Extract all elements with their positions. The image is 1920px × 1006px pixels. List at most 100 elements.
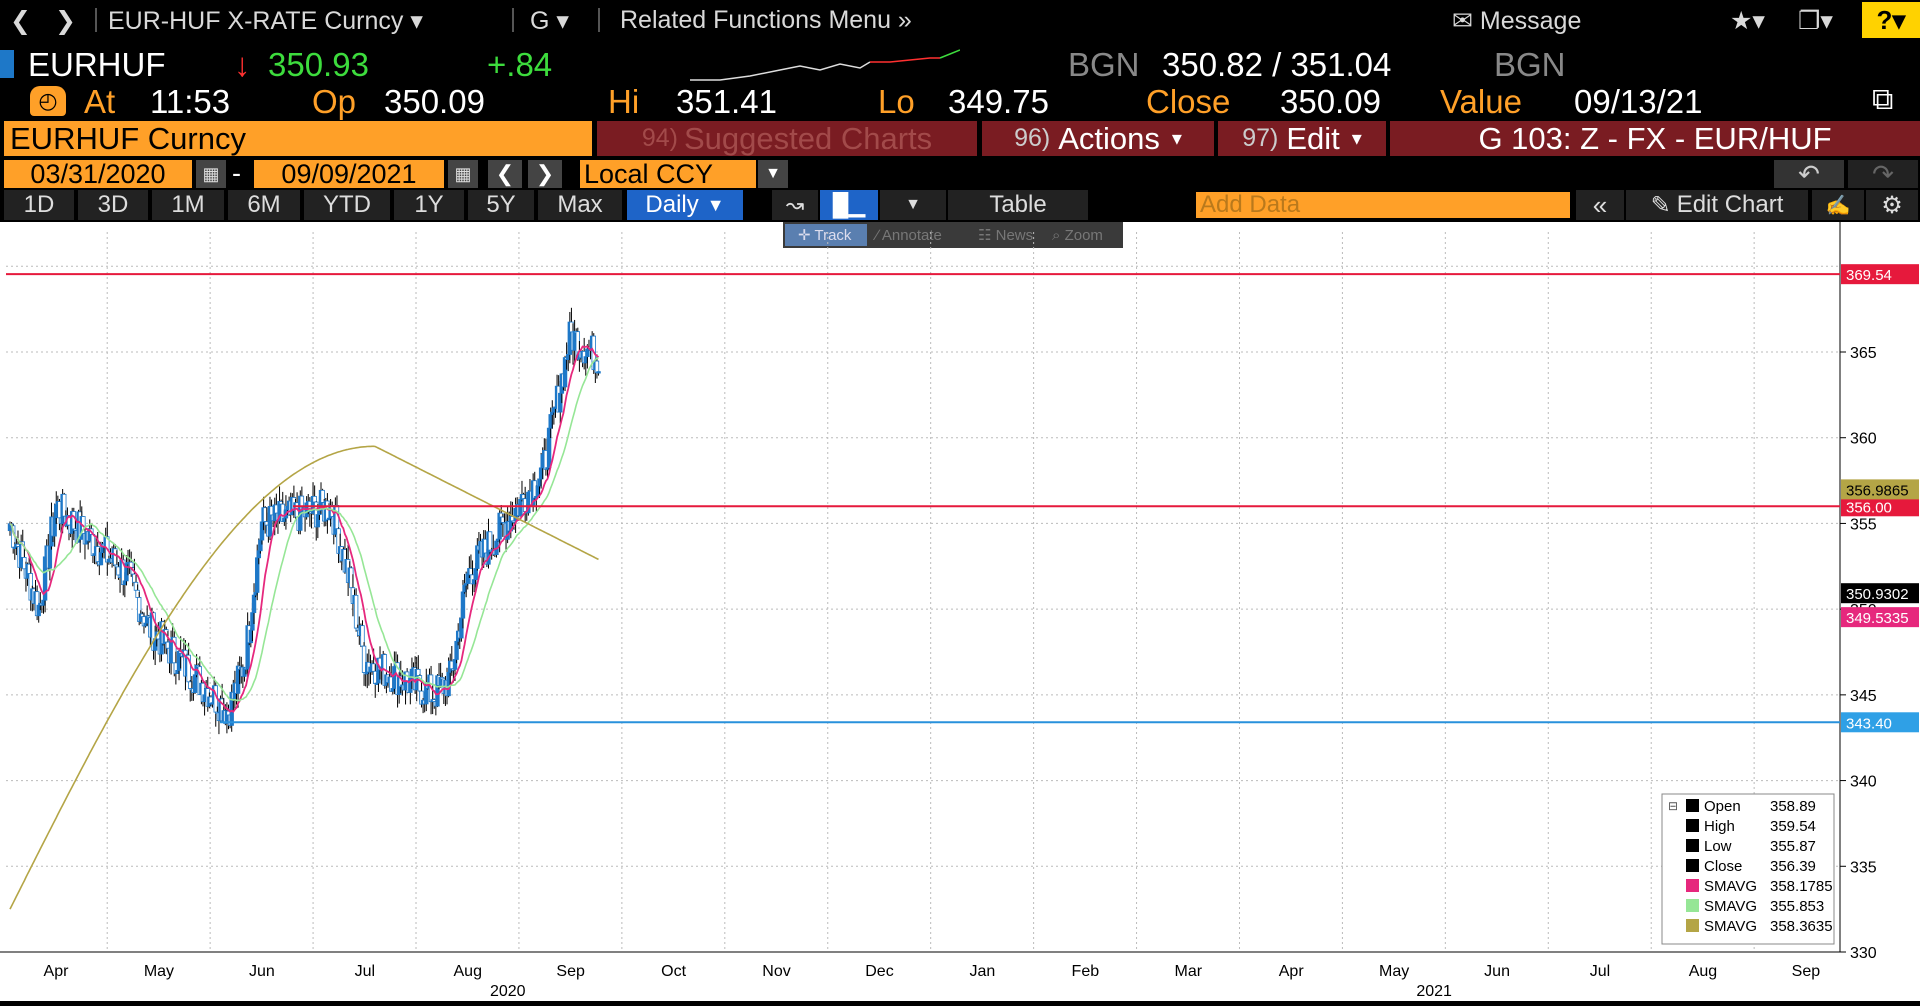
period-1d-button[interactable]: 1D [4,190,74,220]
candle-body [192,674,198,693]
level-tag-label: 369.54 [1846,267,1892,284]
calendar-icon[interactable]: ▦ [196,160,226,188]
security-menu[interactable]: EUR-HUF X-RATE Curncy ▾ [108,7,423,35]
chart-tools: ✛ Track ∕ Annotate ☷ News ⌕ Zoom [783,222,1123,248]
security-field[interactable]: EURHUF Curncy [4,121,592,156]
redo-icon[interactable]: ↷ [1848,159,1918,189]
prev-period-button[interactable]: ❮ [488,160,522,188]
next-period-button[interactable]: ❯ [528,160,562,188]
edit-icon[interactable]: ✍ [1812,190,1864,220]
period-1y-button[interactable]: 1Y [394,190,464,220]
forward-icon[interactable]: ❯ [55,7,76,35]
actions-button[interactable]: 96) Actions ▾ [982,121,1214,156]
related-functions-menu[interactable]: Related Functions Menu » [620,6,912,34]
level-tag-label: 343.40 [1846,715,1892,732]
high-value: 351.41 [676,83,777,120]
chart-legend: Open 358.89 High 359.54 Low 355.87 Close 356.39… [1661,793,1835,945]
candle-body [487,531,493,551]
level-tag [1841,264,1919,285]
year-label: 2020 [490,983,526,1000]
period-ytd-button[interactable]: YTD [304,190,390,220]
legend-swatch [1686,879,1699,892]
year-label: 2021 [1416,983,1452,1000]
zoom-tool-label[interactable]: ⌕ Zoom [1052,227,1103,244]
edit-button[interactable]: 97) Edit ▾ [1218,121,1386,156]
last-price: 350.93 [268,46,369,83]
frequency-select[interactable]: Daily ▼ [627,190,743,220]
add-data-input[interactable]: Add Data [1196,191,1570,218]
x-tick-label: Aug [454,963,482,980]
price-tag [1841,607,1919,628]
period-1m-button[interactable]: 1M [152,190,224,220]
legend-value: 356.39 [1770,858,1816,875]
x-tick-label: Apr [1279,963,1305,980]
y-tick-label: 330 [1850,945,1877,962]
news-tool-label[interactable]: ☷ News [978,227,1033,244]
clock-icon: ◴ [30,86,66,116]
legend-swatch [1686,859,1699,872]
track-tool-label[interactable]: ✛ Track [798,227,852,244]
sma-line-short [9,345,600,714]
legend-swatch [1686,819,1699,832]
currency-select[interactable]: Local CCY [580,159,756,189]
legend-swatch [1686,839,1699,852]
window-icon[interactable]: ❐▾ [1798,7,1833,35]
price-tag [1841,479,1919,500]
ask-source: BGN [1494,46,1566,83]
period-3d-button[interactable]: 3D [78,190,148,220]
chart-type-dropdown[interactable]: ▼ [880,190,946,220]
level-tag [1841,712,1919,733]
x-tick-label: Aug [1689,963,1717,980]
calendar-icon[interactable]: ▦ [448,160,478,188]
message-button[interactable]: ✉ Message [1452,7,1582,35]
candle-body [460,591,466,619]
price-chart[interactable]: ✛ Track ∕ Annotate ☷ News ⌕ Zoom 330 335 340 34… [0,222,1920,1001]
envelope-icon: ✉ [1452,7,1473,35]
favorite-star-icon[interactable]: ★▾ [1730,7,1765,35]
x-tick-label: Jun [249,963,275,980]
level-tag [1841,496,1919,517]
line-chart-icon[interactable]: ↝ [772,190,818,220]
legend-name: SMAVG [1704,898,1757,915]
function-menu[interactable]: G ▾ [530,7,569,35]
chart-svg[interactable]: ✛ Track ∕ Annotate ☷ News ⌕ Zoom 330 335 340 34… [0,222,1920,1001]
top-nav-bar: ❮ ❯ EUR-HUF X-RATE Curncy ▾ G ▾ Related … [0,0,1920,40]
chevron-down-icon[interactable]: ▼ [758,160,788,188]
x-tick-label: Apr [44,963,70,980]
suggested-charts-button[interactable]: 94) Suggested Charts [597,121,977,156]
settings-gear-icon[interactable]: ⚙ [1866,190,1918,220]
start-date-field[interactable]: 03/31/2020 [4,159,192,189]
function-toolbar: EURHUF Curncy 94) Suggested Charts 96) Act… [0,121,1920,156]
edit-chart-button[interactable]: ✎ Edit Chart [1626,190,1808,220]
x-tick-label: Feb [1072,963,1100,980]
legend-swatch [1686,919,1699,932]
legend-name: Open [1704,798,1741,815]
candles [7,307,601,735]
legend-swatch [1686,899,1699,912]
annotate-tool-label[interactable]: ∕ Annotate [872,227,942,244]
x-tick-label: Jan [970,963,996,980]
table-button[interactable]: Table [948,190,1088,220]
legend-value: 358.3635 [1770,918,1833,935]
legend-value: 358.89 [1770,798,1816,815]
chart-id: G 103: Z - FX - EUR/HUF [1390,121,1920,156]
period-max-button[interactable]: Max [538,190,622,220]
period-6m-button[interactable]: 6M [228,190,300,220]
x-tick-label: May [144,963,174,980]
collapse-icon[interactable]: « [1576,190,1624,220]
undo-icon[interactable]: ↶ [1774,159,1844,189]
bid-source: BGN [1068,46,1140,83]
x-tick-label: Nov [762,963,790,980]
quote-bar: EURHUF ↓ 350.93 +.84 BGN 350.82 / 351.04… [0,44,1920,84]
period-5y-button[interactable]: 5Y [468,190,534,220]
export-icon[interactable]: ⧉ [1872,83,1894,116]
candle-chart-icon[interactable]: █​▁ [820,190,878,220]
candle-body [594,360,600,373]
help-button[interactable]: ? ▾ [1862,2,1920,38]
end-date-field[interactable]: 09/09/2021 [254,159,444,189]
track-button[interactable] [785,224,867,246]
legend-value: 359.54 [1770,818,1816,835]
back-icon[interactable]: ❮ [10,7,31,35]
y-tick-label: 335 [1850,859,1877,876]
legend-value: 358.1785 [1770,878,1833,895]
